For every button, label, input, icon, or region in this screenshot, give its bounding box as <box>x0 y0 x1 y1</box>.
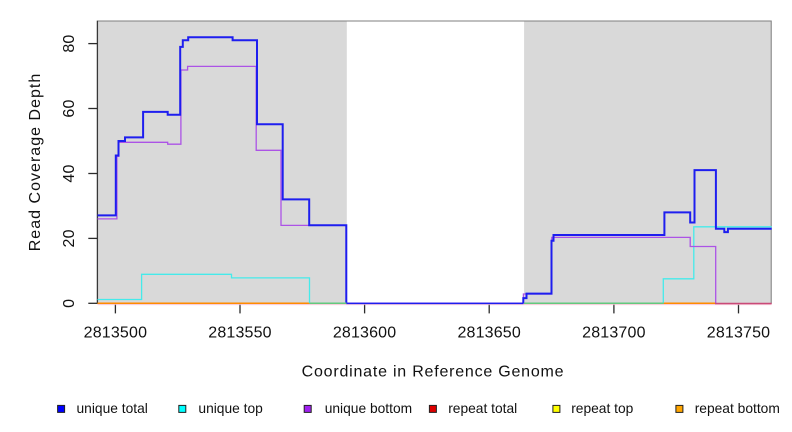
svg-text:2813550: 2813550 <box>208 324 271 341</box>
svg-text:60: 60 <box>61 99 78 117</box>
svg-text:40: 40 <box>61 164 78 182</box>
svg-text:unique bottom: unique bottom <box>325 401 412 416</box>
svg-text:0: 0 <box>61 299 78 308</box>
svg-text:repeat top: repeat top <box>571 401 633 416</box>
svg-text:80: 80 <box>61 35 78 53</box>
svg-text:2813500: 2813500 <box>84 324 147 341</box>
svg-text:2813600: 2813600 <box>333 324 396 341</box>
svg-text:2813650: 2813650 <box>457 324 520 341</box>
svg-text:Read Coverage Depth: Read Coverage Depth <box>27 73 44 252</box>
svg-text:repeat total: repeat total <box>448 401 517 416</box>
svg-text:unique total: unique total <box>77 401 148 416</box>
svg-text:unique top: unique top <box>198 401 263 416</box>
svg-text:2813750: 2813750 <box>707 324 770 341</box>
svg-text:2813700: 2813700 <box>582 324 645 341</box>
svg-text:Coordinate in Reference Genome: Coordinate in Reference Genome <box>302 364 565 381</box>
svg-text:repeat bottom: repeat bottom <box>695 401 780 416</box>
svg-text:20: 20 <box>61 229 78 247</box>
